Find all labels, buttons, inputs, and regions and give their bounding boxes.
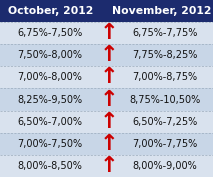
Text: 7,50%-8,00%: 7,50%-8,00% [17,50,83,60]
Bar [0,66,213,88]
Text: 7,00%-7,75%: 7,00%-7,75% [132,139,198,149]
Text: 7,00%-7,50%: 7,00%-7,50% [17,139,83,149]
Text: 7,00%-8,00%: 7,00%-8,00% [18,72,82,82]
Text: 7,75%-8,25%: 7,75%-8,25% [132,50,198,60]
Bar [0,111,213,133]
Text: 8,00%-8,50%: 8,00%-8,50% [18,161,82,171]
Text: October, 2012: October, 2012 [9,6,94,16]
Text: ↑: ↑ [99,67,118,87]
Text: ↑: ↑ [99,23,118,43]
Text: ↑: ↑ [99,112,118,132]
Text: November, 2012: November, 2012 [112,6,212,16]
Text: 8,75%-10,50%: 8,75%-10,50% [130,95,201,104]
Bar [0,155,213,177]
Text: ↑: ↑ [99,134,118,154]
Text: ↑: ↑ [99,45,118,65]
Text: 8,00%-9,00%: 8,00%-9,00% [133,161,197,171]
Text: 6,50%-7,25%: 6,50%-7,25% [132,117,198,127]
Bar [0,133,213,155]
Bar [0,44,213,66]
Text: 7,00%-8,75%: 7,00%-8,75% [132,72,198,82]
Text: 6,75%-7,75%: 6,75%-7,75% [132,28,198,38]
Bar [0,88,213,111]
Text: ↑: ↑ [99,90,118,110]
Text: 6,50%-7,00%: 6,50%-7,00% [17,117,83,127]
Text: ↑: ↑ [99,156,118,176]
Text: 8,25%-9,50%: 8,25%-9,50% [17,95,83,104]
Text: 6,75%-7,50%: 6,75%-7,50% [17,28,83,38]
Bar [0,22,213,44]
